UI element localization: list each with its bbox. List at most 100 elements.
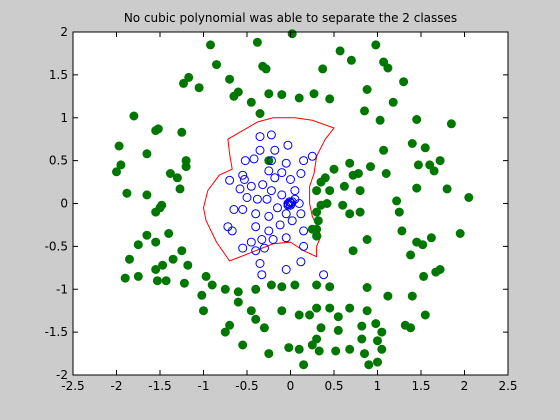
inner-class-point bbox=[296, 257, 306, 267]
decision-boundary-line bbox=[202, 117, 335, 262]
inner-class-point bbox=[294, 199, 304, 208]
outer-class-point bbox=[246, 97, 256, 107]
inner-class-point bbox=[229, 205, 239, 214]
inner-class-point bbox=[257, 270, 267, 280]
outer-class-point bbox=[199, 306, 208, 316]
inner-class-point bbox=[238, 170, 248, 180]
outer-class-point bbox=[388, 97, 398, 107]
outer-class-point bbox=[346, 55, 356, 65]
inner-class-point bbox=[249, 154, 259, 164]
outer-class-point bbox=[284, 343, 294, 353]
inner-class-point bbox=[264, 226, 274, 236]
outer-class-point bbox=[312, 186, 322, 196]
inner-class-point bbox=[290, 186, 300, 196]
outer-class-point bbox=[168, 254, 178, 264]
outer-class-point bbox=[183, 260, 193, 270]
outer-class-point bbox=[175, 184, 185, 194]
inner-class-point bbox=[275, 220, 285, 230]
outer-class-point bbox=[151, 207, 161, 217]
inner-class-point bbox=[262, 194, 272, 204]
inner-class-point bbox=[286, 175, 295, 184]
outer-class-point bbox=[345, 209, 355, 219]
outer-class-point bbox=[133, 240, 143, 250]
outer-class-point bbox=[312, 303, 322, 313]
outer-class-point bbox=[312, 334, 322, 344]
inner-class-point bbox=[268, 235, 278, 244]
inner-class-point bbox=[266, 130, 276, 140]
inner-class-point bbox=[255, 145, 265, 155]
outer-class-point bbox=[377, 327, 387, 337]
outer-class-point bbox=[112, 167, 121, 177]
outer-class-point bbox=[151, 126, 161, 136]
outer-class-point bbox=[181, 162, 191, 172]
outer-class-point bbox=[362, 235, 372, 244]
x-tick-label: 2 bbox=[461, 379, 469, 393]
outer-class-point bbox=[325, 303, 335, 313]
outer-class-point bbox=[120, 273, 130, 283]
outer-class-point bbox=[233, 287, 243, 297]
outer-class-point bbox=[261, 64, 271, 74]
inner-class-point bbox=[251, 209, 261, 219]
outer-class-point bbox=[325, 282, 335, 292]
inner-class-point bbox=[264, 166, 274, 176]
outer-class-point bbox=[177, 246, 187, 256]
outer-class-point bbox=[299, 360, 309, 370]
outer-class-point bbox=[151, 265, 161, 274]
outer-class-point bbox=[362, 283, 372, 292]
inner-class-point bbox=[240, 156, 250, 166]
inner-class-point bbox=[296, 209, 306, 219]
x-tick-label: 1 bbox=[374, 379, 382, 393]
outer-class-point bbox=[335, 46, 345, 56]
x-tick-label: -0.5 bbox=[235, 379, 258, 393]
outer-class-point bbox=[325, 94, 335, 104]
inner-class-point bbox=[277, 168, 287, 178]
x-tick-label: 2.5 bbox=[498, 379, 517, 393]
outer-class-point bbox=[184, 72, 194, 82]
y-tick-label: -1 bbox=[56, 282, 68, 296]
outer-class-point bbox=[373, 357, 382, 367]
inner-class-point bbox=[255, 259, 265, 268]
x-tick-label: 1.5 bbox=[411, 379, 430, 393]
outer-class-point bbox=[277, 306, 287, 316]
outer-class-point bbox=[345, 158, 355, 168]
outer-class-point bbox=[225, 320, 235, 330]
outer-class-point bbox=[345, 344, 355, 354]
outer-class-point bbox=[259, 323, 269, 333]
outer-class-point bbox=[294, 344, 304, 354]
outer-class-point bbox=[287, 29, 297, 39]
outer-class-point bbox=[125, 254, 134, 264]
inner-class-point bbox=[299, 241, 309, 251]
inner-class-point bbox=[264, 211, 274, 221]
x-tick-label: -2.5 bbox=[61, 379, 84, 393]
outer-class-point bbox=[381, 169, 391, 178]
inner-class-point bbox=[235, 184, 245, 194]
outer-class-point bbox=[246, 306, 256, 316]
y-tick-label: -0.5 bbox=[45, 239, 68, 253]
inner-class-point bbox=[270, 173, 280, 183]
inner-class-point bbox=[239, 175, 249, 184]
outer-class-point bbox=[229, 91, 239, 101]
outer-class-point bbox=[400, 320, 410, 330]
outer-class-point bbox=[177, 127, 187, 137]
outer-class-point bbox=[294, 93, 304, 103]
outer-class-point bbox=[312, 280, 322, 290]
outer-class-point bbox=[165, 169, 175, 178]
outer-class-point bbox=[355, 207, 365, 217]
outer-class-point bbox=[379, 57, 389, 67]
inner-class-point bbox=[227, 226, 237, 236]
outer-class-point bbox=[220, 327, 230, 337]
outer-class-point bbox=[435, 156, 445, 166]
outer-class-point bbox=[142, 149, 152, 159]
outer-class-point bbox=[397, 226, 407, 236]
outer-class-point bbox=[383, 291, 393, 301]
inner-class-point bbox=[273, 203, 282, 213]
outer-class-point bbox=[333, 325, 343, 335]
outer-class-point bbox=[251, 284, 261, 294]
outer-class-point bbox=[366, 162, 375, 172]
outer-class-point bbox=[331, 346, 341, 356]
outer-class-point bbox=[371, 40, 381, 50]
outer-class-point bbox=[158, 260, 168, 270]
x-tick-label: -2 bbox=[111, 379, 123, 393]
inner-class-point bbox=[257, 235, 267, 244]
